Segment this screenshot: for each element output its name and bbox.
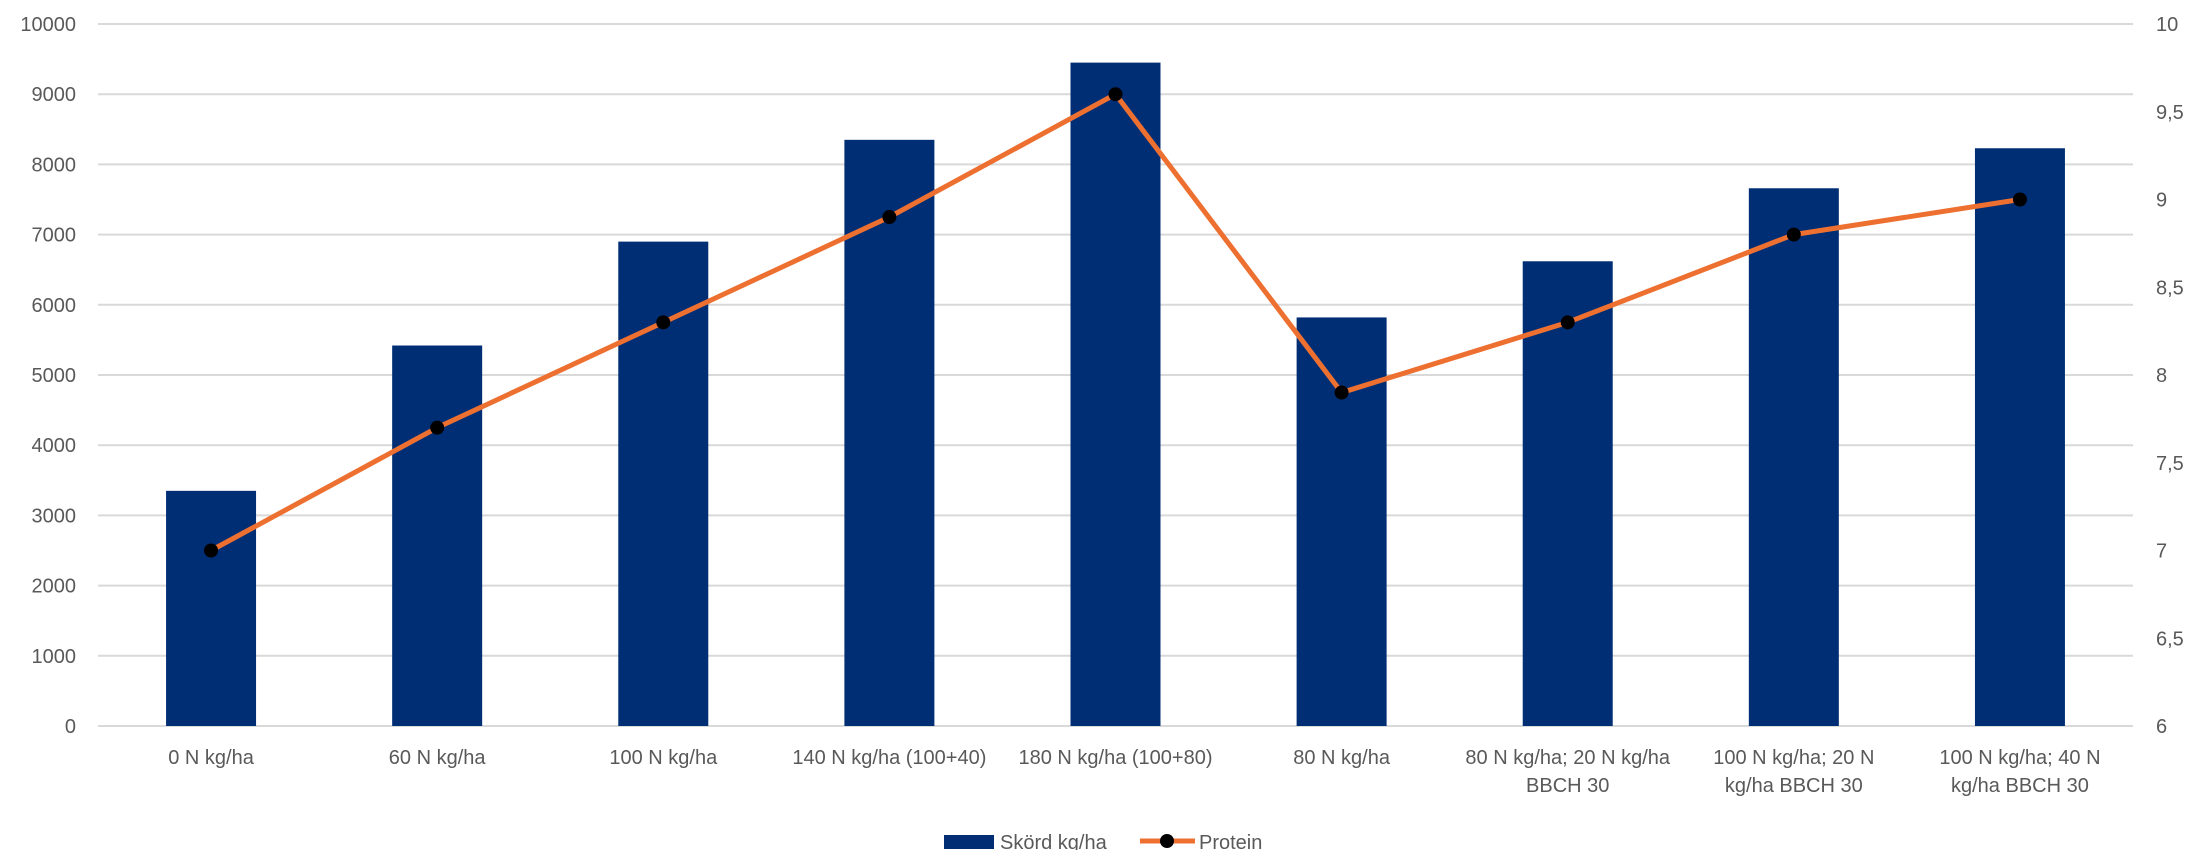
- bar: [1070, 62, 1161, 727]
- bar: [392, 345, 483, 726]
- right-axis-tick-label: 6,5: [2156, 628, 2184, 650]
- right-axis-tick-label: 8,5: [2156, 277, 2184, 299]
- left-axis-tick-label: 1000: [32, 646, 77, 668]
- category-label: 80 N kg/ha; 20 N kg/ha BBCH 30: [1465, 747, 1670, 797]
- line-point: [656, 315, 671, 330]
- right-axis-tick-label: 6: [2156, 716, 2167, 738]
- line-series-protein: [204, 87, 2027, 558]
- category-label: 60 N kg/ha: [389, 747, 487, 769]
- bar: [1974, 148, 2065, 726]
- right-axis-tick-label: 10: [2156, 14, 2178, 36]
- left-axis-tick-label: 6000: [32, 295, 77, 317]
- legend-swatch-skord: [944, 835, 994, 849]
- legend: Skörd kg/ha Protein: [944, 832, 1262, 850]
- line-point: [204, 543, 219, 558]
- category-axis-labels: 0 N kg/ha 60 N kg/ha 100 N kg/ha 140 N kg/h…: [168, 747, 2100, 797]
- left-axis-tick-label: 0: [65, 716, 76, 738]
- right-axis-tick-label: 7,5: [2156, 453, 2184, 475]
- line-point: [2012, 192, 2027, 207]
- category-label: 100 N kg/ha: [609, 747, 718, 769]
- bar: [844, 139, 935, 726]
- right-axis-ticks: 6 6,5 7 7,5 8 8,5 9 9,5 10: [2156, 14, 2184, 738]
- bar-series-skord: [166, 62, 2065, 727]
- left-axis-tick-label: 9000: [32, 84, 77, 106]
- category-label: 140 N kg/ha (100+40): [792, 747, 986, 769]
- bar: [1748, 188, 1839, 726]
- left-axis-tick-label: 2000: [32, 576, 77, 598]
- left-axis-tick-label: 8000: [32, 154, 77, 176]
- left-axis-tick-label: 10000: [20, 14, 76, 36]
- line-point: [1334, 385, 1349, 400]
- bar: [618, 241, 709, 726]
- right-axis-tick-label: 8: [2156, 365, 2167, 387]
- left-axis-tick-label: 5000: [32, 365, 77, 387]
- left-axis-tick-label: 3000: [32, 505, 77, 527]
- category-label: 80 N kg/ha: [1293, 747, 1391, 769]
- bar: [166, 490, 257, 726]
- line-point: [1108, 87, 1123, 102]
- line-point: [882, 210, 897, 225]
- left-axis-tick-label: 7000: [32, 225, 77, 247]
- category-label: 0 N kg/ha: [168, 747, 254, 769]
- category-label: 180 N kg/ha (100+80): [1018, 747, 1212, 769]
- left-axis-ticks: 0 1000 2000 3000 4000 5000 6000 7000 8000 9000 100…: [20, 14, 76, 738]
- right-axis-tick-label: 9,5: [2156, 102, 2184, 124]
- legend-swatch-protein-marker: [1160, 834, 1174, 848]
- bar: [1296, 317, 1387, 726]
- line-point: [1786, 227, 1801, 242]
- legend-label-protein: Protein: [1199, 832, 1262, 850]
- left-axis-tick-label: 4000: [32, 435, 77, 457]
- legend-label-skord: Skörd kg/ha: [1000, 832, 1108, 850]
- right-axis-tick-label: 7: [2156, 541, 2167, 563]
- right-axis-tick-label: 9: [2156, 190, 2167, 212]
- line-point: [430, 420, 445, 435]
- bar: [1522, 261, 1613, 726]
- line-point: [1560, 315, 1575, 330]
